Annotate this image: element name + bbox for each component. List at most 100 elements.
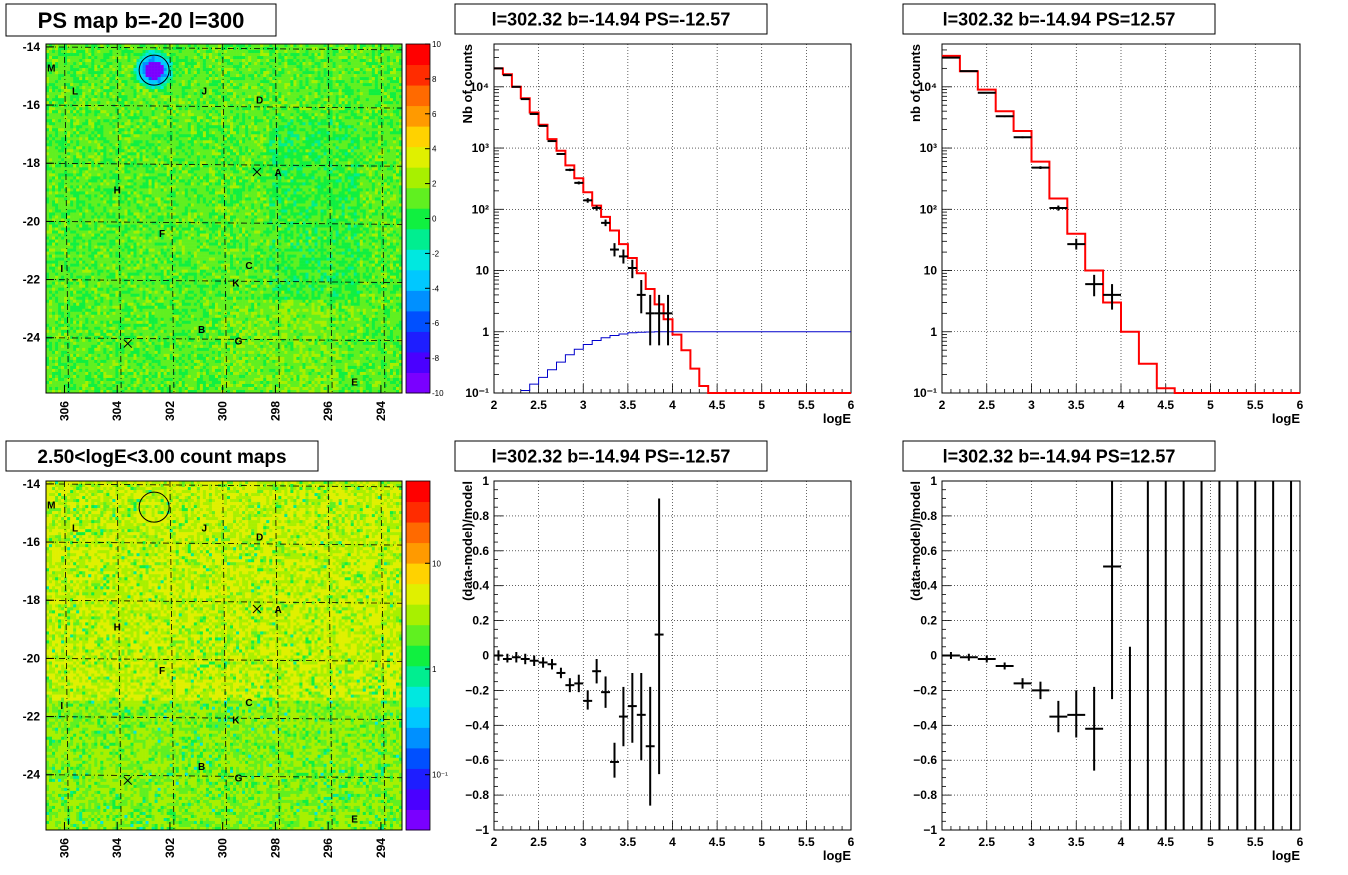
y-tick-label: −0.4 xyxy=(465,718,489,732)
colorbar-segment xyxy=(406,85,430,107)
x-tick-label: 296 xyxy=(321,401,335,421)
map-meridian xyxy=(380,43,386,394)
x-tick-label: 2.5 xyxy=(530,835,547,849)
map-meridian xyxy=(64,43,69,394)
y-tick-label: 10³ xyxy=(920,141,937,155)
x-axis-label: logE xyxy=(823,411,851,426)
data-point xyxy=(520,653,530,665)
map-meridian xyxy=(327,480,333,831)
colorbar-tick-label: 10 xyxy=(432,559,441,568)
region-label: M xyxy=(47,63,55,74)
colorbar-segment xyxy=(406,146,430,168)
y-tick-label: -24 xyxy=(23,331,41,345)
data-point xyxy=(995,115,1014,118)
y-tick-label: −0.4 xyxy=(913,718,937,732)
x-tick-label: 2.5 xyxy=(978,835,995,849)
panel-title-box xyxy=(454,3,768,35)
y-tick-label: 0.6 xyxy=(472,544,489,558)
data-point xyxy=(977,91,996,94)
colorbar-segment xyxy=(406,809,430,831)
data-point xyxy=(583,690,593,710)
data-point xyxy=(520,98,530,101)
colorbar-segment xyxy=(406,542,430,564)
data-point xyxy=(556,667,566,679)
y-tick-label: 0.8 xyxy=(472,509,489,523)
x-tick-label: 5.5 xyxy=(1247,398,1264,412)
x-tick-label: 294 xyxy=(374,401,388,421)
region-label: J xyxy=(201,524,207,535)
panel-title-box xyxy=(454,440,768,472)
map-parallel xyxy=(45,541,403,546)
colorbar-segment xyxy=(406,167,430,189)
colorbar-tick-label: 6 xyxy=(432,110,437,119)
data-point xyxy=(565,678,575,693)
colorbar-segment xyxy=(406,604,430,626)
x-tick-label: 5 xyxy=(758,398,765,412)
map-parallel xyxy=(45,46,403,51)
y-axis-label: Nb of counts xyxy=(460,44,475,123)
y-tick-label: 10² xyxy=(920,202,937,216)
y-tick-label: −0.8 xyxy=(913,788,937,802)
region-label: L xyxy=(72,87,78,98)
colorbar-frame xyxy=(405,480,431,831)
data-point xyxy=(610,243,619,257)
colorbar-segment xyxy=(406,706,430,728)
data-points xyxy=(494,67,673,346)
x-axis-label: logE xyxy=(823,848,851,863)
data-point xyxy=(618,686,628,747)
data-point xyxy=(601,219,611,227)
colorbar-segment xyxy=(406,563,430,585)
y-tick-label: 0 xyxy=(482,649,489,663)
y-tick-label: 0.2 xyxy=(472,614,489,628)
region-label: D xyxy=(256,532,263,543)
colorbar-segment xyxy=(406,351,430,373)
colorbar-segment xyxy=(406,310,430,332)
data-point xyxy=(645,686,655,806)
map-meridian xyxy=(169,480,175,831)
map-parallel xyxy=(45,716,403,720)
map-top-panel: 306 304 302 300 298 296 294-14-16-18-20-22-24M… xyxy=(5,3,444,421)
panel-title: 2.50<logE<3.00 count maps xyxy=(37,447,286,468)
y-tick-label: 1 xyxy=(482,325,489,339)
data-point xyxy=(654,498,664,775)
y-tick-label: −0.6 xyxy=(913,753,937,767)
y-tick-label: 10⁴ xyxy=(918,80,937,94)
panel-title: PS map b=-20 l=300 xyxy=(38,8,245,33)
data-point xyxy=(511,85,521,88)
colorbar-segment xyxy=(406,645,430,667)
data-point xyxy=(583,198,593,203)
region-label: E xyxy=(351,377,358,388)
region-label: C xyxy=(245,698,252,709)
colorbar-segment xyxy=(406,522,430,544)
colorbar-segment xyxy=(406,747,430,769)
region-label: G xyxy=(235,337,243,348)
colorbar-segment xyxy=(406,64,430,86)
panel-title-box xyxy=(902,3,1216,35)
colorbar: 10 8 6 4 2 0 -2 -4 -6 -8 -10 xyxy=(405,40,444,398)
x-tick-label: 4 xyxy=(1118,398,1125,412)
heatmap-cells xyxy=(46,481,403,831)
x-tick-label: 5.5 xyxy=(798,835,815,849)
panel-title-box xyxy=(902,440,1216,472)
map-gridlines xyxy=(45,480,403,831)
region-label: K xyxy=(232,278,240,289)
colorbar-tick-label: 10⁻¹ xyxy=(432,771,448,780)
region-label: H xyxy=(114,185,121,196)
x-tick-label: 304 xyxy=(110,401,124,421)
data-points xyxy=(942,56,1121,310)
cross-marker xyxy=(252,604,262,614)
panel-title-box xyxy=(5,440,319,472)
data-point xyxy=(565,168,575,172)
data-point xyxy=(1031,681,1050,700)
colorbar-segment xyxy=(406,665,430,687)
x-tick-label: 4 xyxy=(669,398,676,412)
data-point xyxy=(610,742,619,778)
panel-title: l=302.32 b=-14.94 PS=12.57 xyxy=(943,9,1176,29)
map-meridian xyxy=(222,43,228,394)
data-point xyxy=(1103,284,1121,310)
y-tick-label: 10 xyxy=(476,264,490,278)
map-meridian xyxy=(275,480,280,831)
colorbar-tick-label: 1 xyxy=(432,665,437,674)
region-label: M xyxy=(47,500,55,511)
colorbar: 10 1 10⁻¹ xyxy=(405,480,448,831)
